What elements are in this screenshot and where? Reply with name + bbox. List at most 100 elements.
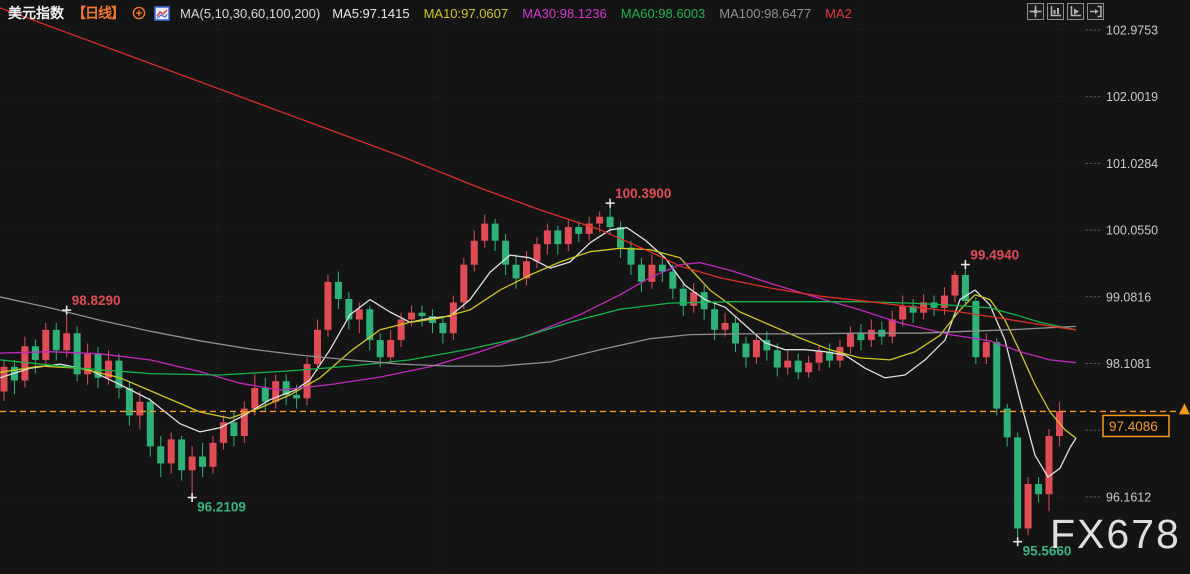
extreme-annotation: 98.8290 — [62, 293, 121, 315]
candle — [930, 295, 938, 317]
axis-price-label: 102.9753 — [1106, 24, 1158, 38]
axis-playback-button[interactable] — [1067, 3, 1084, 20]
candle — [502, 233, 510, 275]
current-price-tag: 97.4086 — [1102, 414, 1170, 438]
axis-price-label: 98.1081 — [1106, 357, 1151, 371]
ma-legend-item: MA60:98.6003 — [620, 5, 706, 21]
candle — [512, 254, 520, 289]
candle — [345, 292, 353, 330]
candle — [920, 294, 928, 320]
candle — [188, 446, 196, 494]
axis-scale-button[interactable] — [1047, 3, 1064, 20]
candle — [1035, 477, 1043, 503]
candle — [805, 355, 813, 378]
candle — [428, 309, 436, 334]
candle — [533, 237, 541, 269]
candle — [721, 312, 729, 337]
axis-price-label: 96.1612 — [1106, 490, 1151, 504]
add-circle-icon[interactable] — [132, 6, 146, 20]
candle — [449, 295, 457, 341]
axis-price-label: 102.0019 — [1106, 90, 1158, 104]
candle — [0, 359, 8, 402]
candle — [439, 316, 447, 344]
candle — [146, 398, 154, 457]
candle — [418, 305, 426, 327]
crosshair-tool-button[interactable] — [1027, 3, 1044, 20]
candle — [982, 333, 990, 365]
candle — [742, 336, 750, 368]
candle — [491, 218, 499, 251]
candle — [575, 221, 583, 243]
candle — [637, 257, 645, 293]
candle — [679, 281, 687, 317]
symbol-title: 美元指数 — [8, 5, 64, 21]
candle — [209, 435, 217, 474]
candle — [366, 305, 374, 351]
candle — [554, 225, 562, 255]
ma-settings-label[interactable]: MA(5,10,30,60,100,200) — [180, 5, 321, 21]
candle — [219, 415, 227, 450]
candle — [606, 207, 614, 236]
candle — [178, 435, 186, 481]
chart-toolbar — [1027, 3, 1104, 20]
ma-legend-item: MA30:98.1236 — [522, 5, 607, 21]
price-arrow-marker — [1179, 403, 1190, 415]
candle — [826, 343, 834, 368]
candle — [752, 333, 760, 365]
candle — [773, 343, 781, 377]
candle — [658, 255, 666, 282]
crosshair-icon — [1029, 5, 1042, 18]
axis-chart-icon — [1050, 6, 1061, 17]
candle — [481, 214, 489, 248]
candle — [857, 324, 865, 351]
candle — [564, 220, 572, 251]
candle — [52, 322, 60, 361]
candle — [460, 257, 468, 310]
ma-legend-item: MA10:97.0607 — [423, 5, 509, 21]
candle — [73, 326, 81, 382]
line-chart-icon[interactable] — [154, 5, 170, 21]
candle — [31, 339, 39, 374]
candle — [324, 274, 332, 337]
candle — [230, 412, 238, 447]
extreme-price-label: 98.8290 — [72, 293, 121, 308]
candle — [84, 343, 92, 385]
candle — [543, 223, 551, 255]
candle — [794, 353, 802, 380]
extreme-annotation: 99.4940 — [960, 248, 1019, 270]
ma100-line — [0, 296, 1077, 367]
ma30-line — [0, 261, 1077, 391]
ma10-line — [0, 247, 1077, 439]
exit-chart-button[interactable] — [1087, 3, 1104, 20]
candle — [617, 221, 625, 258]
extreme-annotation: 95.5660 — [1013, 537, 1071, 559]
candle — [596, 211, 604, 233]
period-label[interactable]: 【日线】 — [72, 5, 125, 21]
candle — [63, 314, 71, 358]
axis-price-label: 99.0816 — [1106, 290, 1151, 304]
fx678-watermark: FX678 — [1050, 511, 1181, 557]
ma200-line — [0, 7, 1077, 331]
candle — [387, 329, 395, 365]
ma-legend-item: MA100:98.6477 — [719, 5, 812, 21]
candle — [314, 319, 321, 371]
candle — [334, 271, 342, 310]
extreme-price-label: 96.2109 — [197, 499, 246, 514]
candle — [951, 270, 959, 303]
axis-play-icon — [1070, 6, 1081, 17]
candle — [272, 374, 280, 409]
candle — [470, 230, 478, 272]
candle — [376, 333, 384, 368]
svg-text:97.4086: 97.4086 — [1109, 419, 1158, 434]
candle — [1003, 403, 1011, 447]
extreme-price-label: 100.3900 — [615, 186, 671, 201]
candle — [627, 240, 635, 275]
candle — [1024, 477, 1032, 536]
candle — [961, 268, 969, 306]
ma5-line — [0, 227, 1077, 478]
extreme-annotation: 100.3900 — [605, 186, 671, 208]
candle — [648, 254, 656, 289]
candle — [585, 216, 593, 241]
candle — [136, 391, 144, 430]
